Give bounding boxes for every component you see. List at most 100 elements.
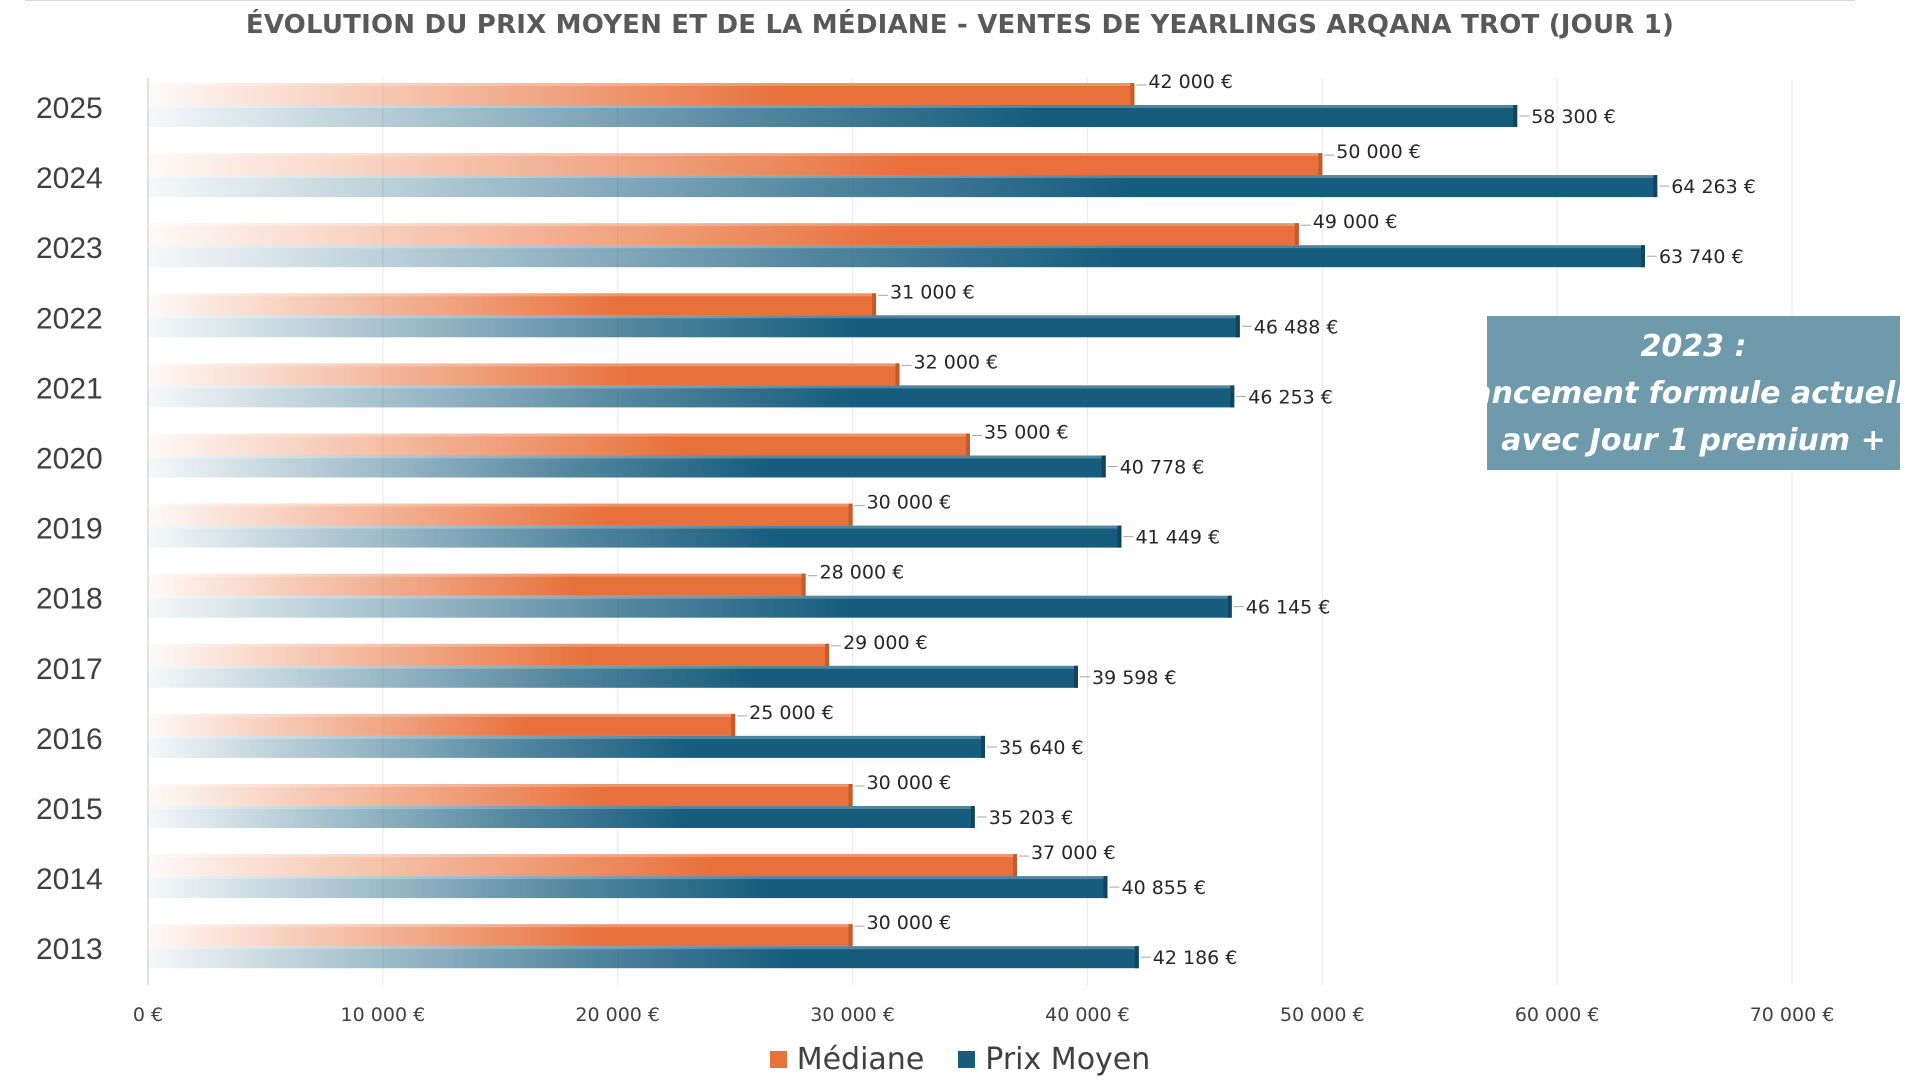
- bar-mediane: [148, 784, 853, 806]
- y-category-label: 2023: [36, 232, 103, 265]
- bar-prix-moyen: [148, 105, 1518, 127]
- x-tick-label: 0 €: [133, 1004, 163, 1026]
- x-tick-label: 40 000 €: [1045, 1004, 1130, 1026]
- bar-end-cap: [1073, 665, 1078, 688]
- annotation-line-2: lancement formule actuelle: [1461, 375, 1920, 411]
- x-tick-label: 20 000 €: [575, 1004, 660, 1026]
- bar-end-cap: [1101, 455, 1106, 478]
- bar-mediane: [148, 153, 1323, 176]
- bar-prix-moyen: [148, 806, 975, 828]
- bar-mediane: [148, 924, 853, 947]
- title-rule: [25, 0, 1855, 1]
- y-category-label: 2020: [36, 443, 103, 476]
- data-label-prix-moyen: 46 145 €: [1246, 597, 1331, 619]
- x-tick-label: 50 000 €: [1280, 1004, 1365, 1026]
- bar-end-cap: [895, 363, 900, 386]
- legend-label-prix-moyen: Prix Moyen: [985, 1042, 1151, 1077]
- legend-swatch-prix-moyen: [958, 1051, 976, 1068]
- bar-end-cap: [1012, 854, 1017, 877]
- y-category-label: 2025: [36, 92, 103, 125]
- bar-prix-moyen: [148, 525, 1122, 548]
- data-label-prix-moyen: 64 263 €: [1671, 176, 1756, 198]
- bar-end-cap: [1653, 175, 1658, 198]
- bar-end-cap: [731, 713, 736, 736]
- bar-end-cap: [1513, 105, 1518, 127]
- bar-mediane: [148, 713, 736, 736]
- bar-end-cap: [1235, 315, 1240, 338]
- bar-mediane: [148, 433, 970, 456]
- bar-end-cap: [981, 735, 986, 758]
- bar-highlight: [148, 315, 1240, 319]
- y-category-label: 2019: [36, 513, 103, 546]
- legend-label-mediane: Médiane: [796, 1042, 925, 1077]
- x-tick-label: 30 000 €: [810, 1004, 895, 1026]
- bar-highlight: [148, 735, 986, 739]
- bar-highlight: [148, 503, 853, 507]
- data-label-prix-moyen: 41 449 €: [1135, 527, 1220, 549]
- bar-end-cap: [1640, 245, 1645, 268]
- data-label-mediane: 28 000 €: [820, 562, 905, 584]
- bar-highlight: [148, 245, 1645, 249]
- bar-highlight: [148, 175, 1658, 179]
- bar-highlight: [148, 153, 1323, 157]
- data-label-mediane: 29 000 €: [843, 632, 928, 654]
- bar-highlight: [148, 105, 1518, 108]
- bar-end-cap: [848, 924, 853, 947]
- bar-mediane: [148, 503, 853, 526]
- annotation-line-1: 2023 :: [1640, 328, 1747, 364]
- data-label-mediane: 35 000 €: [984, 422, 1069, 444]
- bar-highlight: [148, 784, 853, 787]
- data-label-prix-moyen: 40 778 €: [1120, 457, 1205, 479]
- data-label-mediane: 50 000 €: [1336, 141, 1421, 163]
- data-label-mediane: 42 000 €: [1148, 71, 1233, 93]
- data-label-prix-moyen: 58 300 €: [1531, 106, 1616, 128]
- bar-highlight: [148, 876, 1108, 880]
- legend-item-prix-moyen: Prix Moyen: [958, 1042, 1150, 1077]
- bar-end-cap: [1294, 223, 1299, 246]
- annotation-line-3: avec Jour 1 premium +: [1501, 422, 1886, 458]
- bar-highlight: [148, 713, 736, 717]
- bar-highlight: [148, 363, 900, 367]
- bar-highlight: [148, 573, 806, 577]
- bar-prix-moyen: [148, 315, 1240, 338]
- data-label-mediane: 30 000 €: [867, 912, 952, 934]
- legend-swatch-mediane: [769, 1051, 787, 1068]
- bar-highlight: [148, 595, 1232, 599]
- data-label-prix-moyen: 40 855 €: [1122, 877, 1207, 899]
- bar-end-cap: [1230, 385, 1235, 408]
- bar-prix-moyen: [148, 175, 1658, 198]
- y-category-label: 2013: [36, 933, 103, 966]
- bar-highlight: [148, 525, 1122, 529]
- bar-end-cap: [825, 643, 830, 666]
- bar-end-cap: [970, 806, 975, 828]
- data-label-mediane: 30 000 €: [867, 492, 952, 514]
- data-label-mediane: 32 000 €: [914, 351, 999, 373]
- chart-title: ÉVOLUTION DU PRIX MOYEN ET DE LA MÉDIANE…: [245, 10, 1675, 40]
- bar-highlight: [148, 223, 1299, 227]
- bar-end-cap: [1130, 83, 1135, 105]
- bar-end-cap: [1103, 876, 1108, 899]
- y-category-label: 2024: [36, 162, 103, 195]
- data-label-mediane: 31 000 €: [890, 281, 975, 303]
- x-tick-label: 70 000 €: [1750, 1004, 1835, 1026]
- bar-highlight: [148, 806, 975, 809]
- y-category-label: 2021: [36, 372, 103, 405]
- bar-highlight: [148, 293, 877, 297]
- bar-end-cap: [848, 503, 853, 526]
- y-category-label: 2016: [36, 723, 103, 756]
- bar-mediane: [148, 854, 1017, 877]
- x-tick-label: 60 000 €: [1515, 1004, 1600, 1026]
- data-label-mediane: 37 000 €: [1031, 842, 1116, 864]
- bar-mediane: [148, 223, 1299, 246]
- bar-highlight: [148, 665, 1078, 669]
- y-category-label: 2018: [36, 583, 103, 616]
- bar-prix-moyen: [148, 735, 986, 758]
- bar-prix-moyen: [148, 455, 1106, 478]
- bar-highlight: [148, 83, 1135, 86]
- bar-end-cap: [801, 573, 806, 596]
- bar-end-cap: [966, 433, 970, 456]
- legend: Médiane Prix Moyen: [0, 1042, 1920, 1077]
- data-label-prix-moyen: 42 186 €: [1153, 947, 1238, 969]
- data-label-prix-moyen: 39 598 €: [1092, 667, 1177, 689]
